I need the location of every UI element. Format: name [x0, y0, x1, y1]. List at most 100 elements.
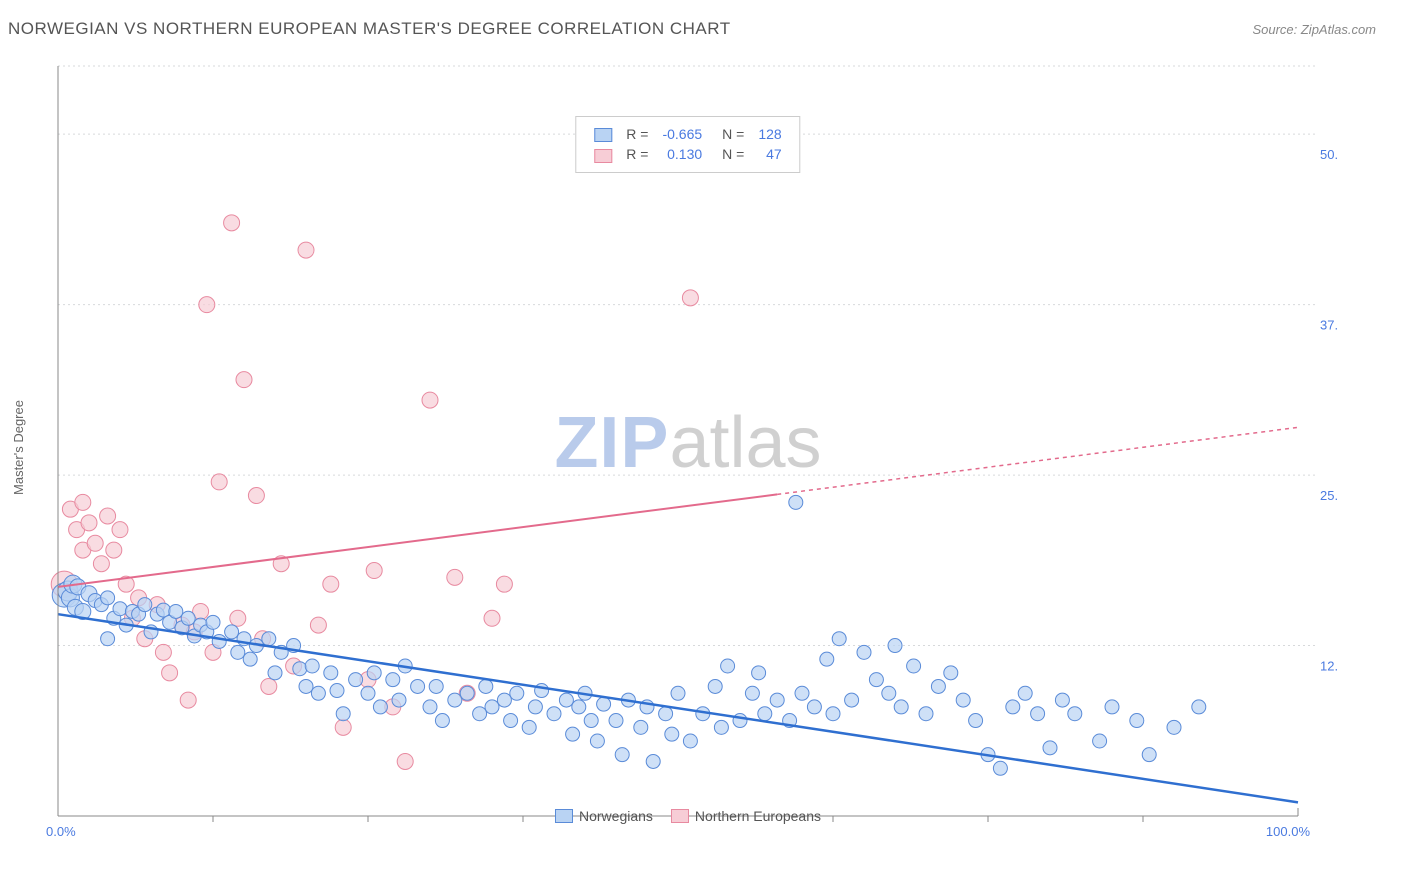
data-point: [646, 754, 660, 768]
data-point: [789, 495, 803, 509]
data-point: [584, 714, 598, 728]
data-point: [1006, 700, 1020, 714]
data-point: [497, 693, 511, 707]
data-point: [566, 727, 580, 741]
data-point: [572, 700, 586, 714]
data-point: [869, 673, 883, 687]
data-point: [634, 720, 648, 734]
y-tick-label: 25.0%: [1320, 488, 1338, 503]
legend-swatch: [594, 149, 612, 163]
data-point: [243, 652, 257, 666]
data-point: [169, 604, 183, 618]
data-point: [919, 707, 933, 721]
data-point: [261, 678, 277, 694]
data-point: [795, 686, 809, 700]
legend-row: R =-0.665N =128: [588, 125, 787, 143]
y-tick-label: 50.0%: [1320, 147, 1338, 162]
data-point: [460, 686, 474, 700]
x-tick-label: 0.0%: [46, 824, 76, 838]
data-point: [832, 632, 846, 646]
data-point: [671, 686, 685, 700]
data-point: [944, 666, 958, 680]
data-point: [298, 242, 314, 258]
scatter-chart: 12.5%25.0%37.5%50.0%0.0%100.0% ZIPatlas …: [38, 56, 1338, 838]
data-point: [659, 707, 673, 721]
data-point: [93, 556, 109, 572]
data-point: [100, 508, 116, 524]
chart-title: NORWEGIAN VS NORTHERN EUROPEAN MASTER'S …: [0, 19, 731, 39]
data-point: [367, 666, 381, 680]
data-point: [112, 522, 128, 538]
data-point: [752, 666, 766, 680]
data-point: [733, 714, 747, 728]
data-point: [212, 634, 226, 648]
data-point: [248, 488, 264, 504]
data-point: [590, 734, 604, 748]
data-point: [305, 659, 319, 673]
data-point: [665, 727, 679, 741]
data-point: [211, 474, 227, 490]
data-point: [857, 645, 871, 659]
data-point: [397, 753, 413, 769]
data-point: [1093, 734, 1107, 748]
data-point: [894, 700, 908, 714]
legend-swatch: [555, 809, 573, 823]
data-point: [956, 693, 970, 707]
data-point: [1142, 748, 1156, 762]
legend-swatch: [594, 128, 612, 142]
data-point: [1105, 700, 1119, 714]
data-point: [335, 719, 351, 735]
data-point: [106, 542, 122, 558]
data-point: [479, 679, 493, 693]
data-point: [386, 673, 400, 687]
data-point: [162, 665, 178, 681]
data-point: [1130, 714, 1144, 728]
data-point: [155, 644, 171, 660]
data-point: [1068, 707, 1082, 721]
data-point: [888, 639, 902, 653]
y-tick-label: 37.5%: [1320, 318, 1338, 333]
data-point: [931, 679, 945, 693]
data-point: [969, 714, 983, 728]
data-point: [770, 693, 784, 707]
data-point: [231, 645, 245, 659]
data-point: [1031, 707, 1045, 721]
data-point: [807, 700, 821, 714]
data-point: [485, 700, 499, 714]
data-point: [181, 611, 195, 625]
data-point: [361, 686, 375, 700]
data-point: [528, 700, 542, 714]
legend-correlation-box: R =-0.665N =128 R =0.130N =47: [575, 116, 800, 173]
data-point: [366, 563, 382, 579]
data-point: [411, 679, 425, 693]
data-point: [138, 598, 152, 612]
data-point: [447, 569, 463, 585]
data-point: [745, 686, 759, 700]
data-point: [714, 720, 728, 734]
data-point: [87, 535, 103, 551]
data-point: [683, 734, 697, 748]
data-point: [230, 610, 246, 626]
legend-label: Northern Europeans: [695, 808, 821, 824]
data-point: [473, 707, 487, 721]
legend-swatch: [671, 809, 689, 823]
legend-row: R =0.130N =47: [588, 145, 787, 163]
data-point: [180, 692, 196, 708]
data-point: [224, 215, 240, 231]
data-point: [299, 679, 313, 693]
data-point: [423, 700, 437, 714]
data-point: [1055, 693, 1069, 707]
data-point: [199, 297, 215, 313]
data-point: [293, 662, 307, 676]
data-point: [323, 576, 339, 592]
legend-item: Norwegians: [555, 808, 653, 824]
x-tick-label: 100.0%: [1266, 824, 1311, 838]
data-point: [708, 679, 722, 693]
data-point: [820, 652, 834, 666]
chart-svg: 12.5%25.0%37.5%50.0%0.0%100.0%: [38, 56, 1338, 838]
data-point: [206, 615, 220, 629]
data-point: [429, 679, 443, 693]
data-point: [1192, 700, 1206, 714]
data-point: [510, 686, 524, 700]
data-point: [504, 714, 518, 728]
